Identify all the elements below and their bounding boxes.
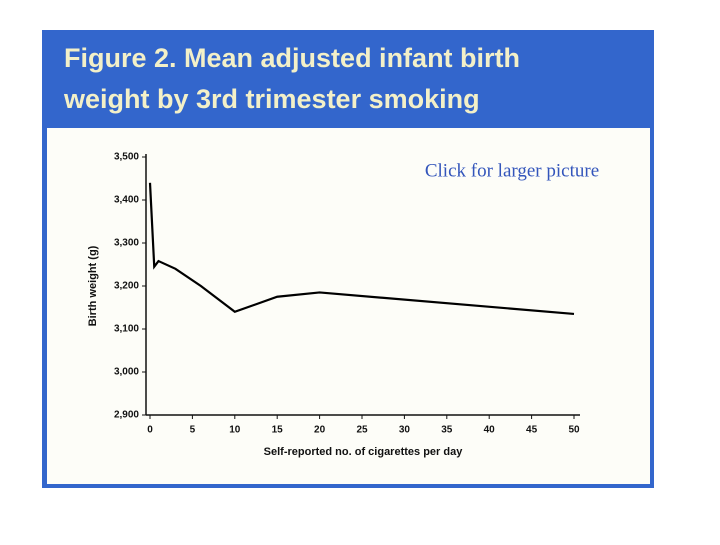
y-tick-label: 3,200 [114,281,139,292]
y-axis-label: Birth weight (g) [87,245,99,326]
x-tick-label: 0 [147,425,153,436]
larger-picture-link[interactable]: Click for larger picture [425,160,599,181]
x-tick-label: 5 [190,425,196,436]
title-line: weight by 3rd trimester smoking [63,84,480,114]
x-tick-label: 25 [356,425,368,436]
x-axis-label: Self-reported no. of cigarettes per day [264,446,464,458]
x-tick-label: 50 [568,425,580,436]
x-tick-label: 40 [484,425,496,436]
chart-area [47,128,650,484]
y-tick-label: 2,900 [114,410,139,421]
y-tick-label: 3,100 [114,324,139,335]
y-tick-label: 3,500 [114,152,139,163]
y-tick-label: 3,400 [114,195,139,206]
y-tick-label: 3,000 [114,367,139,378]
title-line: Figure 2. Mean adjusted infant birth [64,43,520,73]
y-tick-label: 3,300 [114,238,139,249]
x-tick-label: 20 [314,425,326,436]
x-tick-label: 35 [441,425,453,436]
x-tick-label: 45 [526,425,538,436]
x-tick-label: 15 [272,425,284,436]
x-tick-label: 30 [399,425,411,436]
data-line [148,182,575,316]
x-tick-label: 10 [229,425,241,436]
